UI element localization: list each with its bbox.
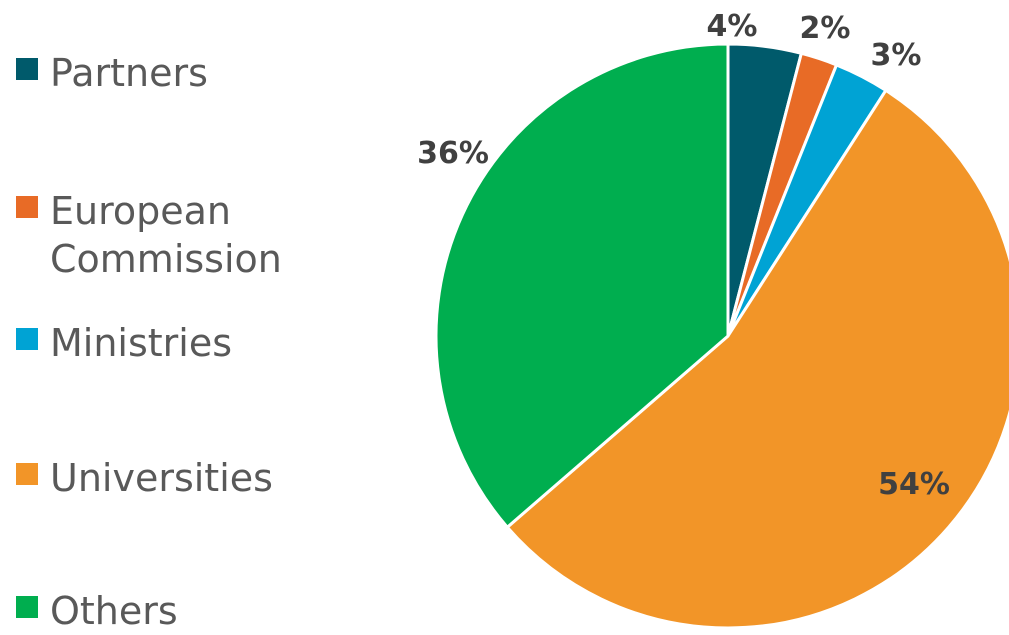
data-label-european-commission: 2% [800, 11, 851, 46]
pie-slice-universities [505, 88, 1009, 630]
legend-item-others: Others [16, 589, 178, 633]
pie-slices [434, 42, 1009, 630]
legend-label-ministries: Ministries [50, 321, 232, 365]
data-label-partners: 4% [707, 9, 758, 44]
legend-swatch-european-commission [16, 196, 38, 218]
pie-slice-others [434, 42, 730, 529]
legend-label-european-commission-line-1: European [50, 189, 231, 233]
legend-label-universities: Universities [50, 456, 273, 500]
legend-swatch-ministries [16, 328, 38, 350]
data-label-others: 36% [417, 136, 489, 171]
legend-swatch-universities [16, 463, 38, 485]
legend-item-ministries: Ministries [16, 321, 232, 365]
data-label-universities: 54% [878, 467, 950, 502]
legend-item-universities: Universities [16, 456, 273, 500]
legend-swatch-partners [16, 58, 38, 80]
data-label-ministries: 3% [871, 38, 922, 73]
pie-data-labels: 4% 2% 3% 54% 36% [417, 9, 950, 502]
legend-label-european-commission-line-2: Commission [50, 237, 282, 281]
legend-swatch-others [16, 596, 38, 618]
legend-label-others: Others [50, 589, 178, 631]
legend-item-partners: Partners [16, 51, 208, 95]
legend-label-partners: Partners [50, 51, 208, 95]
